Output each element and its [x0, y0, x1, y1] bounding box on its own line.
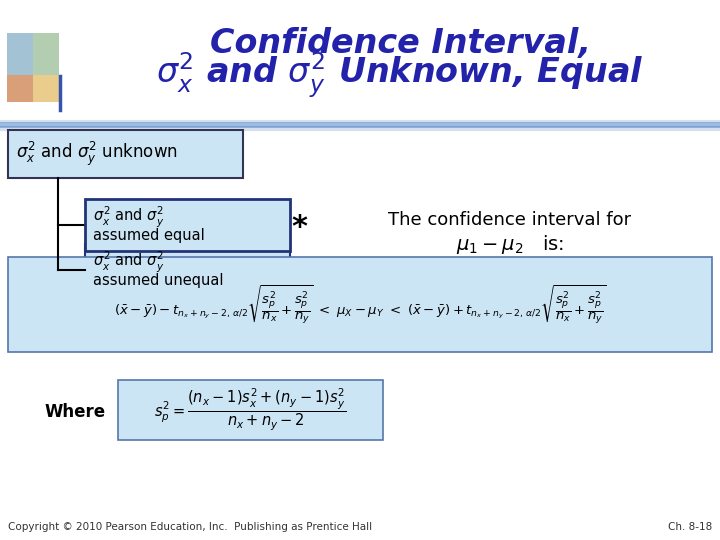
Text: $\sigma_x^2$ and $\sigma_y^2$: $\sigma_x^2$ and $\sigma_y^2$: [93, 205, 164, 230]
FancyBboxPatch shape: [8, 257, 712, 352]
Bar: [7, 33, 33, 75]
FancyBboxPatch shape: [8, 130, 243, 178]
FancyBboxPatch shape: [85, 199, 290, 251]
Text: $\mathbf{*}$: $\mathbf{*}$: [292, 211, 309, 240]
Text: $(\bar{x}-\bar{y})-t_{n_x+n_y-2,\,\alpha/2}\sqrt{\dfrac{s_p^2}{n_x}+\dfrac{s_p^2: $(\bar{x}-\bar{y})-t_{n_x+n_y-2,\,\alpha…: [114, 283, 606, 326]
Text: $\sigma_x^2$ and $\sigma_y^2$: $\sigma_x^2$ and $\sigma_y^2$: [93, 249, 164, 275]
Bar: [33, 75, 59, 102]
Text: $\mu_1 - \mu_2$   is:: $\mu_1 - \mu_2$ is:: [456, 233, 564, 256]
FancyBboxPatch shape: [85, 244, 290, 296]
Text: $s_p^2 = \dfrac{(n_x-1)s_x^2+(n_y-1)s_y^2}{n_x+n_y-2}$: $s_p^2 = \dfrac{(n_x-1)s_x^2+(n_y-1)s_y^…: [154, 387, 347, 433]
Bar: [33, 33, 59, 75]
Text: Ch. 8-18: Ch. 8-18: [667, 522, 712, 532]
Text: The confidence interval for: The confidence interval for: [388, 211, 631, 229]
Text: Where: Where: [45, 403, 106, 421]
Text: assumed unequal: assumed unequal: [93, 273, 223, 288]
Text: Confidence Interval,: Confidence Interval,: [210, 26, 590, 59]
Text: Copyright © 2010 Pearson Education, Inc.  Publishing as Prentice Hall: Copyright © 2010 Pearson Education, Inc.…: [8, 522, 372, 532]
FancyBboxPatch shape: [118, 380, 383, 440]
Text: $\sigma_x^2$ and $\sigma_y^2$ Unknown, Equal: $\sigma_x^2$ and $\sigma_y^2$ Unknown, E…: [156, 50, 644, 100]
Text: assumed equal: assumed equal: [93, 228, 204, 243]
Text: $\sigma_x^2$ and $\sigma_y^2$ unknown: $\sigma_x^2$ and $\sigma_y^2$ unknown: [16, 140, 178, 168]
Bar: [7, 75, 33, 102]
